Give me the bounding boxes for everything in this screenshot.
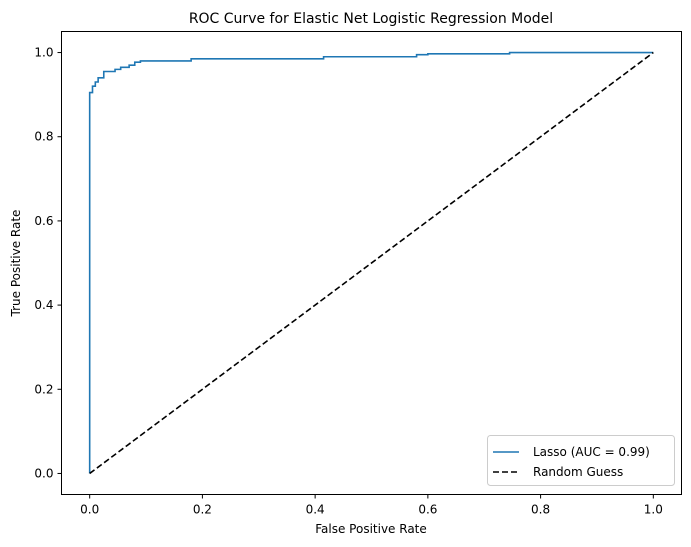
- y-tick-label: 0.6: [34, 214, 53, 228]
- x-tick-label: 0.6: [418, 503, 437, 517]
- y-tick-label: 0.8: [34, 130, 53, 144]
- series-line-random-guess: [89, 51, 654, 475]
- y-tick-label: 0.2: [34, 382, 53, 396]
- y-tick-label: 1.0: [34, 46, 53, 60]
- x-tick-label: 0.4: [306, 503, 325, 517]
- x-tick-label: 0.8: [531, 503, 550, 517]
- chart-title: ROC Curve for Elastic Net Logistic Regre…: [189, 11, 553, 27]
- y-axis-ticks: 0.0 0.2 0.4 0.6 0.8 1.0: [34, 46, 62, 480]
- legend-box: [487, 435, 675, 486]
- y-tick-label: 0.0: [34, 466, 53, 480]
- x-axis-label: False Positive Rate: [315, 522, 427, 536]
- y-axis-label: True Positive Rate: [9, 210, 23, 318]
- legend-label-lasso: Lasso (AUC = 0.99): [533, 445, 650, 459]
- x-tick-label: 1.0: [644, 503, 663, 517]
- series-layer: [88, 51, 654, 475]
- legend: Lasso (AUC = 0.99) Random Guess: [487, 435, 675, 486]
- series-line-lasso: [88, 51, 654, 474]
- x-axis-ticks: 0.0 0.2 0.4 0.6 0.8 1.0: [80, 494, 663, 517]
- legend-label-random-guess: Random Guess: [533, 465, 623, 479]
- x-tick-label: 0.0: [80, 503, 99, 517]
- y-tick-label: 0.4: [34, 298, 53, 312]
- plot-area: [61, 31, 682, 495]
- x-tick-label: 0.2: [193, 503, 212, 517]
